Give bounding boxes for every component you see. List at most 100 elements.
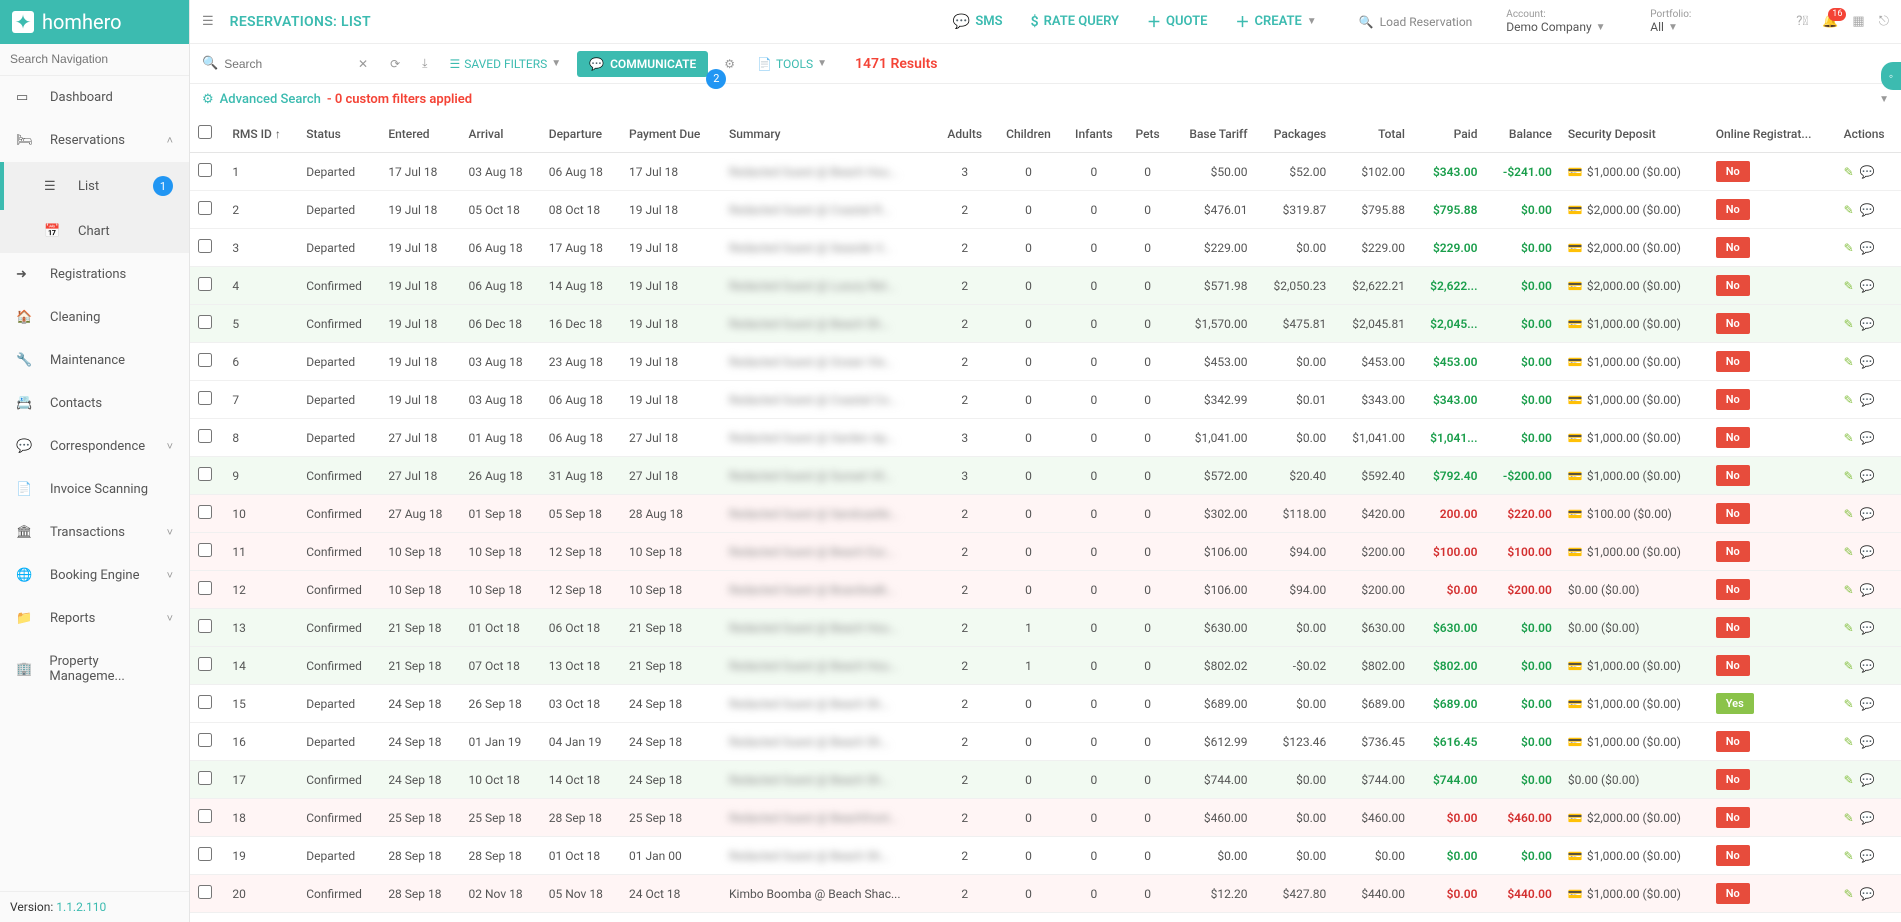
column-header[interactable]: Status	[298, 115, 380, 153]
table-row[interactable]: 5Confirmed19 Jul 1806 Dec 1816 Dec 1819 …	[190, 305, 1901, 343]
row-checkbox[interactable]	[198, 657, 212, 671]
nav-item-booking-engine[interactable]: 🌐Booking Engine˅	[0, 554, 189, 597]
nav-item-registrations[interactable]: ➜Registrations	[0, 253, 189, 296]
column-header[interactable]: Adults	[936, 115, 994, 153]
column-header[interactable]: Packages	[1256, 115, 1335, 153]
row-checkbox[interactable]	[198, 695, 212, 709]
tools-button[interactable]: 📄TOOLS ▼	[751, 53, 833, 75]
edit-icon[interactable]: ✎	[1844, 203, 1854, 217]
comment-icon[interactable]: 💬	[1860, 621, 1875, 635]
table-row[interactable]: 15Departed24 Sep 1826 Sep 1803 Oct 1824 …	[190, 685, 1901, 723]
table-row[interactable]: 8Departed27 Jul 1801 Aug 1806 Aug 1827 J…	[190, 419, 1901, 457]
table-row[interactable]: 17Confirmed24 Sep 1810 Oct 1814 Oct 1824…	[190, 761, 1901, 799]
table-row[interactable]: 20Confirmed28 Sep 1802 Nov 1805 Nov 1824…	[190, 875, 1901, 913]
edit-icon[interactable]: ✎	[1844, 507, 1854, 521]
select-all-checkbox[interactable]	[198, 125, 212, 139]
row-checkbox[interactable]	[198, 315, 212, 329]
row-checkbox[interactable]	[198, 809, 212, 823]
table-row[interactable]: 4Confirmed19 Jul 1806 Aug 1814 Aug 1819 …	[190, 267, 1901, 305]
gear-icon[interactable]: ⚙	[202, 92, 214, 107]
search-navigation-input[interactable]	[10, 52, 179, 66]
edit-icon[interactable]: ✎	[1844, 545, 1854, 559]
comment-icon[interactable]: 💬	[1860, 431, 1875, 445]
column-header[interactable]: Arrival	[461, 115, 541, 153]
logout-icon[interactable]: ⎋	[1879, 14, 1889, 29]
nav-item-transactions[interactable]: 🏛Transactions˅	[0, 511, 189, 554]
nav-item-reports[interactable]: 📁Reports˅	[0, 597, 189, 640]
row-checkbox[interactable]	[198, 619, 212, 633]
table-row[interactable]: 6Departed19 Jul 1803 Aug 1823 Aug 1819 J…	[190, 343, 1901, 381]
nav-item-property-manageme-[interactable]: 🏢Property Manageme...	[0, 640, 189, 698]
rate-query-button[interactable]: $RATE QUERY	[1025, 14, 1125, 30]
refresh-icon[interactable]: ⟳	[384, 53, 406, 75]
nav-item-chart[interactable]: 📅Chart	[0, 210, 189, 253]
download-icon[interactable]: ⤓	[416, 52, 433, 75]
comment-icon[interactable]: 💬	[1860, 165, 1875, 179]
column-header[interactable]: Entered	[380, 115, 460, 153]
nav-item-cleaning[interactable]: 🏠Cleaning	[0, 296, 189, 339]
row-checkbox[interactable]	[198, 467, 212, 481]
edit-icon[interactable]: ✎	[1844, 393, 1854, 407]
nav-item-maintenance[interactable]: 🔧Maintenance	[0, 339, 189, 382]
column-header[interactable]: Infants	[1063, 115, 1124, 153]
nav-item-invoice-scanning[interactable]: 📄Invoice Scanning	[0, 468, 189, 511]
table-row[interactable]: 12Confirmed10 Sep 1810 Sep 1812 Sep 1810…	[190, 571, 1901, 609]
row-checkbox[interactable]	[198, 353, 212, 367]
menu-toggle-icon[interactable]: ☰	[202, 14, 214, 29]
edit-icon[interactable]: ✎	[1844, 165, 1854, 179]
table-row[interactable]: 9Confirmed27 Jul 1826 Aug 1831 Aug 1827 …	[190, 457, 1901, 495]
edit-icon[interactable]: ✎	[1844, 773, 1854, 787]
nav-item-reservations[interactable]: 🛏Reservations˄	[0, 119, 189, 162]
comment-icon[interactable]: 💬	[1860, 203, 1875, 217]
nav-item-dashboard[interactable]: ▭Dashboard	[0, 76, 189, 119]
row-checkbox[interactable]	[198, 391, 212, 405]
notifications-icon[interactable]: 🔔16	[1822, 14, 1838, 29]
column-header[interactable]: Departure	[541, 115, 621, 153]
row-checkbox[interactable]	[198, 543, 212, 557]
column-header[interactable]: Payment Due	[621, 115, 721, 153]
table-row[interactable]: 2Departed19 Jul 1805 Oct 1808 Oct 1819 J…	[190, 191, 1901, 229]
table-row[interactable]: 10Confirmed27 Aug 1801 Sep 1805 Sep 1828…	[190, 495, 1901, 533]
account-selector[interactable]: Account: Demo Company▼	[1506, 9, 1616, 34]
table-row[interactable]: 13Confirmed21 Sep 1801 Oct 1806 Oct 1821…	[190, 609, 1901, 647]
table-row[interactable]: 7Departed19 Jul 1803 Aug 1806 Aug 1819 J…	[190, 381, 1901, 419]
table-scroll[interactable]: RMS ID ↑StatusEnteredArrivalDeparturePay…	[190, 115, 1901, 922]
table-row[interactable]: 1Departed17 Jul 1803 Aug 1806 Aug 1817 J…	[190, 153, 1901, 191]
comment-icon[interactable]: 💬	[1860, 583, 1875, 597]
column-header[interactable]: Pets	[1125, 115, 1171, 153]
comment-icon[interactable]: 💬	[1860, 317, 1875, 331]
edit-icon[interactable]: ✎	[1844, 735, 1854, 749]
row-checkbox[interactable]	[198, 277, 212, 291]
grid-icon[interactable]: ▦	[1852, 14, 1864, 29]
edit-icon[interactable]: ✎	[1844, 811, 1854, 825]
row-checkbox[interactable]	[198, 771, 212, 785]
side-drawer-toggle[interactable]: ◦	[1881, 62, 1901, 90]
column-header[interactable]: Paid	[1413, 115, 1486, 153]
column-header[interactable]	[190, 115, 224, 153]
edit-icon[interactable]: ✎	[1844, 279, 1854, 293]
comment-icon[interactable]: 💬	[1860, 545, 1875, 559]
sms-button[interactable]: 💬SMS	[947, 14, 1009, 30]
column-header[interactable]: Security Deposit	[1560, 115, 1708, 153]
edit-icon[interactable]: ✎	[1844, 469, 1854, 483]
comment-icon[interactable]: 💬	[1860, 469, 1875, 483]
table-row[interactable]: 16Departed24 Sep 1801 Jan 1904 Jan 1924 …	[190, 723, 1901, 761]
communicate-button[interactable]: 💬COMMUNICATE	[577, 51, 708, 77]
comment-icon[interactable]: 💬	[1860, 887, 1875, 901]
comment-icon[interactable]: 💬	[1860, 355, 1875, 369]
edit-icon[interactable]: ✎	[1844, 431, 1854, 445]
comment-icon[interactable]: 💬	[1860, 811, 1875, 825]
row-checkbox[interactable]	[198, 581, 212, 595]
row-checkbox[interactable]	[198, 201, 212, 215]
help-icon[interactable]: ?⃝	[1796, 14, 1808, 29]
create-button[interactable]: ＋CREATE▼	[1229, 12, 1322, 32]
column-header[interactable]: Summary	[721, 115, 936, 153]
column-header[interactable]: RMS ID ↑	[224, 115, 298, 153]
advanced-search-link[interactable]: Advanced Search	[220, 92, 321, 107]
nav-item-correspondence[interactable]: 💬Correspondence˅	[0, 425, 189, 468]
edit-icon[interactable]: ✎	[1844, 317, 1854, 331]
column-header[interactable]: Base Tariff	[1171, 115, 1256, 153]
row-checkbox[interactable]	[198, 885, 212, 899]
comment-icon[interactable]: 💬	[1860, 773, 1875, 787]
brand-logo[interactable]: ✦ homhero	[0, 0, 189, 44]
